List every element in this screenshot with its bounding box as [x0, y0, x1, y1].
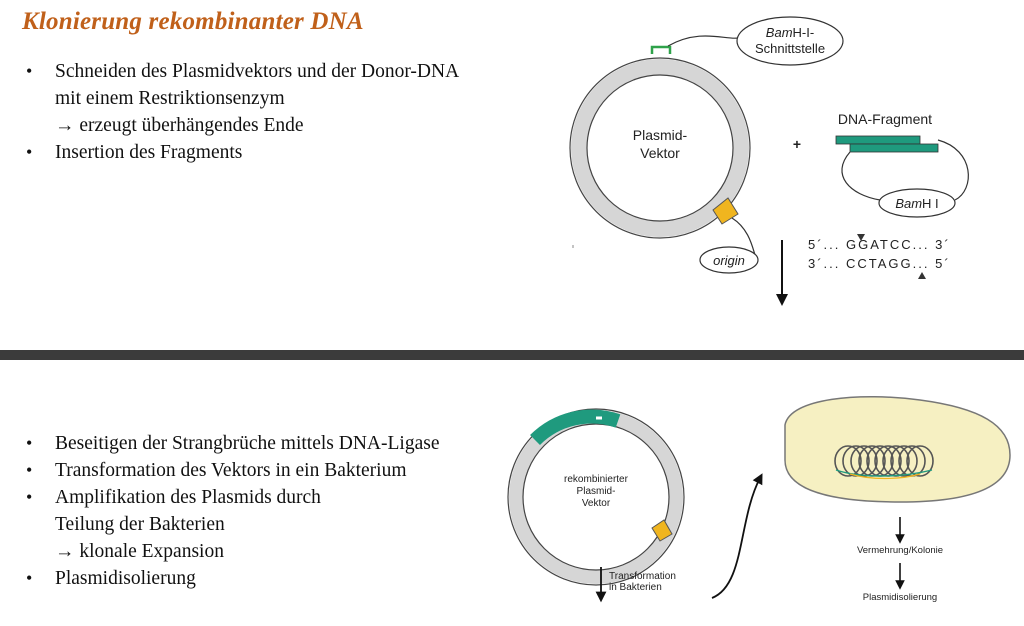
bamh1-callout: BamH-I- Schnittstelle [667, 16, 844, 66]
recomb-label-3: Vektor [582, 498, 611, 509]
plasmid-coil [834, 445, 934, 480]
bamh1-italic: Bam [766, 25, 793, 40]
page-title: Klonierung rekombinanter DNA [22, 8, 364, 35]
bullet-text: Plasmidisolierung [55, 568, 196, 589]
plasmidisolierung-label: Plasmidisolierung [863, 592, 937, 603]
vermehrung-label: Vermehrung/Kolonie [857, 545, 943, 556]
inserted-fragment [530, 409, 621, 446]
bullet-text: Insertion des Fragments [55, 142, 243, 163]
bullet-text-arrow: → erzeugt überhängendes Ende [55, 115, 304, 136]
section-divider [0, 350, 1024, 360]
recomb-label-1: rekombinierter [564, 474, 629, 485]
bullet-text: Schneiden des Plasmidvektors und der Don… [55, 61, 460, 82]
bottom-bullet-list: Beseitigen der Strangbrüche mittels DNA-… [22, 430, 439, 592]
list-item: Insertion des Fragments [22, 139, 459, 166]
bullet-text: Beseitigen der Strangbrüche mittels DNA-… [55, 433, 440, 454]
origin-segment [712, 197, 739, 225]
transformation-label-1: Transformation [609, 571, 676, 582]
sequence-top: 5´... GGATCC... 3´ [808, 237, 951, 252]
transformation-label-2: in Bakterien [609, 582, 662, 593]
list-item: Beseitigen der Strangbrüche mittels DNA-… [22, 430, 439, 457]
cut-marker-top [857, 234, 865, 241]
fragment-bamh1-callout: BamH I [841, 139, 969, 218]
fragment-bamh1-rest: H I [922, 196, 939, 211]
recomb-label-2: Plasmid- [577, 486, 616, 497]
curved-arrow [711, 473, 763, 599]
bullet-text: Transformation des Vektors in ein Bakter… [55, 460, 407, 481]
origin-callout: origin [699, 217, 759, 274]
list-item: Transformation des Vektors in ein Bakter… [22, 457, 439, 484]
bullet-text: Amplifikation des Plasmids durch [55, 487, 321, 508]
dna-fragment [835, 135, 939, 153]
origin-segment-recomb [651, 519, 673, 542]
sequence-bottom: 3´... CCTAGG... 5´ [808, 256, 951, 271]
bamh1-rest: H-I- [793, 25, 815, 40]
bamh1-callout-line2: Schnittstelle [755, 41, 825, 56]
bullet-text-cont: Teilung der Bakterien [55, 514, 225, 535]
plus-sign: + [793, 136, 801, 152]
bacterium [784, 396, 1011, 503]
bamh1-site-marker [650, 45, 672, 54]
fragment-bamh1-italic: Bam [895, 196, 922, 211]
bullet-text-arrow: → klonale Expansion [55, 541, 224, 562]
cut-marker-bottom [918, 272, 926, 279]
plasmid-label-2: Vektor [640, 145, 680, 161]
list-item: Amplifikation des Plasmids durch Teilung… [22, 484, 439, 565]
top-bullet-list: Schneiden des Plasmidvektors und der Don… [22, 58, 459, 166]
svg-text:BamH I: BamH I [895, 196, 938, 211]
fragment-label: DNA-Fragment [838, 111, 932, 127]
list-item: Plasmidisolierung [22, 565, 439, 592]
svg-text:BamH-I-: BamH-I- [766, 25, 814, 40]
plasmid-vector [569, 57, 751, 239]
origin-label: origin [713, 253, 745, 268]
bullet-text-cont: mit einem Restriktionsenzym [55, 88, 285, 109]
list-item: Schneiden des Plasmidvektors und der Don… [22, 58, 459, 139]
plasmid-label-1: Plasmid- [633, 127, 688, 143]
